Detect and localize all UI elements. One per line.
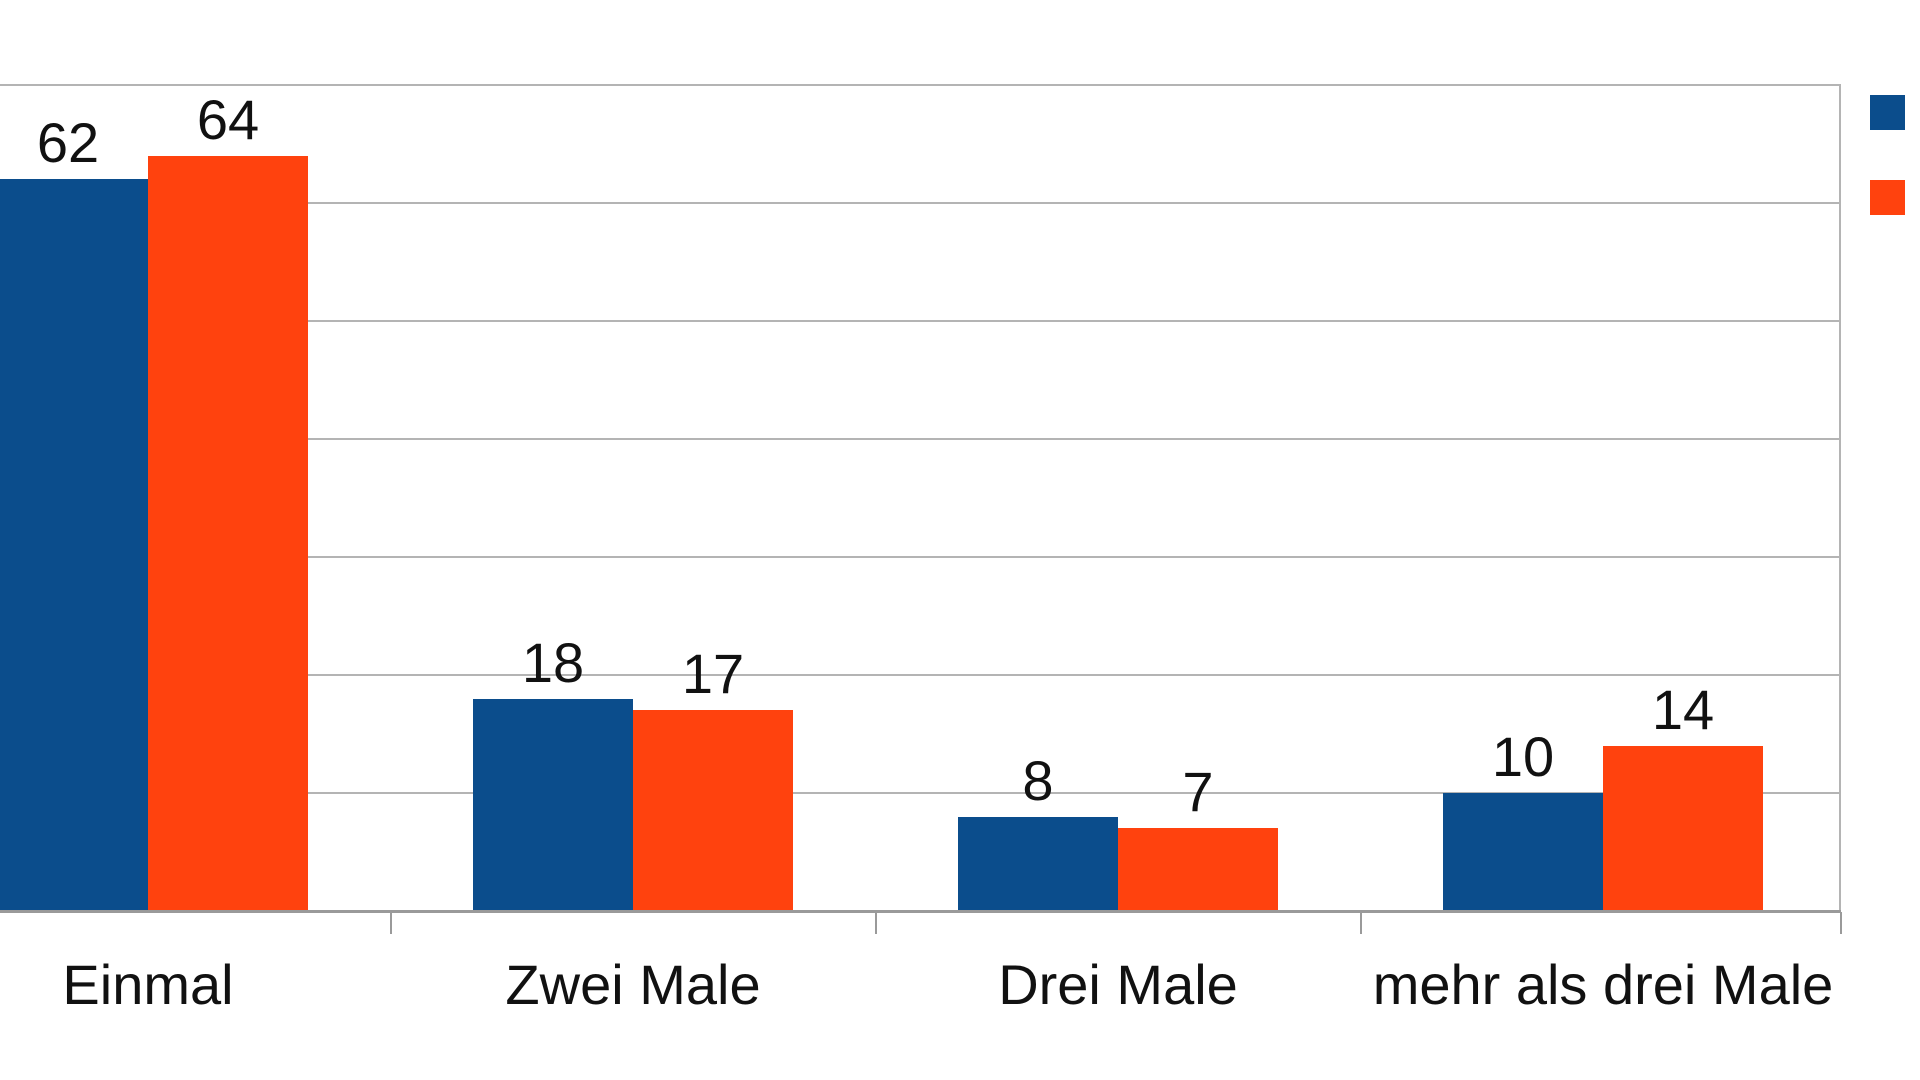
category-label-1: Einmal — [62, 953, 234, 1016]
x-axis-tick — [1840, 912, 1842, 934]
category-label-2: Zwei Male — [505, 953, 761, 1016]
gridline — [0, 674, 1841, 676]
gridline — [0, 202, 1841, 204]
value-label: 8 — [1022, 748, 1054, 812]
category-label-4: mehr als drei Male — [1372, 953, 1834, 1016]
gridline — [0, 556, 1841, 558]
legend-swatch-blue — [1870, 95, 1905, 130]
value-label: 62 — [36, 111, 100, 175]
value-label: 18 — [521, 630, 585, 694]
x-axis-tick — [390, 912, 392, 934]
bar-orange-3 — [1118, 828, 1278, 911]
x-axis-line — [0, 910, 1841, 913]
bar-blue-3 — [958, 816, 1118, 911]
legend-swatch-orange — [1870, 180, 1905, 215]
value-label: 14 — [1651, 677, 1715, 741]
bar-orange-2 — [633, 710, 793, 911]
bar-blue-4 — [1443, 793, 1603, 911]
bar-orange-4 — [1603, 745, 1763, 911]
gridline — [0, 320, 1841, 322]
bar-orange-1 — [148, 155, 308, 911]
x-axis-tick — [875, 912, 877, 934]
bar-blue-1 — [0, 179, 148, 911]
value-label: 10 — [1491, 725, 1555, 788]
gridline — [0, 84, 1841, 86]
value-label: 17 — [681, 642, 745, 706]
plot-right-border — [1839, 85, 1841, 911]
value-label: 7 — [1182, 760, 1214, 824]
bar-blue-2 — [473, 698, 633, 911]
category-label-3: Drei Male — [998, 953, 1238, 1016]
value-label: 64 — [196, 87, 260, 151]
gridline — [0, 438, 1841, 440]
gridline — [0, 792, 1841, 794]
x-axis-tick — [1360, 912, 1362, 934]
